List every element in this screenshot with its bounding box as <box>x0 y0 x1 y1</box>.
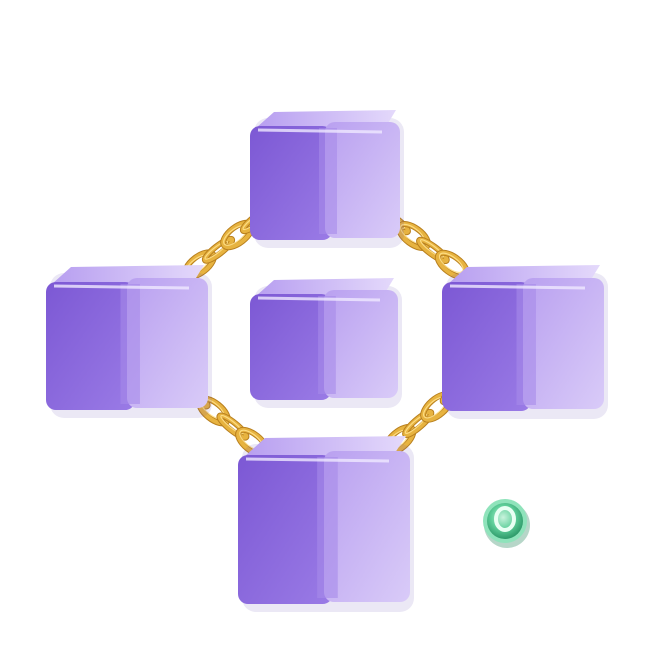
chain-link <box>201 235 236 264</box>
cube-top-icon <box>250 110 404 248</box>
chain-link <box>402 408 435 438</box>
cube-right-icon <box>442 265 608 419</box>
chain-link <box>416 236 450 265</box>
cube-bottom-icon <box>238 436 414 612</box>
cubes-layer <box>46 110 608 612</box>
cube-left-icon <box>46 265 212 418</box>
chain-link <box>216 412 250 441</box>
cube-center-icon <box>250 278 402 408</box>
coin-icon <box>483 499 530 548</box>
